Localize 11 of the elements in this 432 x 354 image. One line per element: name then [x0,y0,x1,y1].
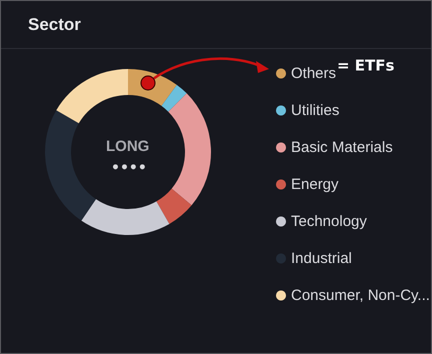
legend-label: Utilities [291,102,340,119]
legend-label: Basic Materials [291,139,393,156]
text: •••• [111,160,147,176]
chart-title: Sector [1,1,431,49]
legend-label: Consumer, Non-Cy... [291,287,430,304]
legend-label: Technology [291,213,368,230]
legend-label: Energy [291,176,340,193]
text: = ETFs [337,56,395,74]
legend-label: Industrial [291,250,352,267]
text: LONG [106,138,150,155]
legend-label: Others [291,65,336,82]
